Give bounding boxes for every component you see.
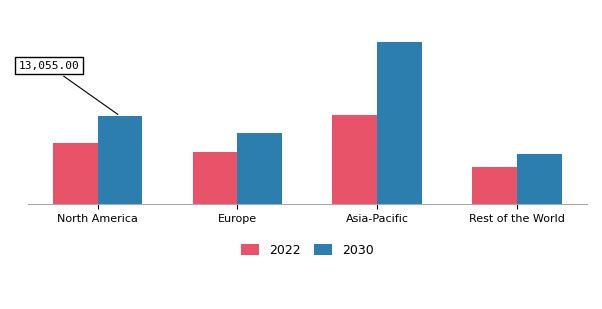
- Legend: 2022, 2030: 2022, 2030: [235, 239, 379, 262]
- Bar: [237, 133, 282, 204]
- Bar: [332, 115, 377, 204]
- Bar: [472, 167, 517, 204]
- Text: 13,055.00: 13,055.00: [19, 61, 118, 114]
- Bar: [98, 116, 143, 204]
- Bar: [377, 42, 422, 204]
- Bar: [517, 154, 562, 204]
- Bar: [193, 152, 237, 204]
- Bar: [53, 143, 98, 204]
